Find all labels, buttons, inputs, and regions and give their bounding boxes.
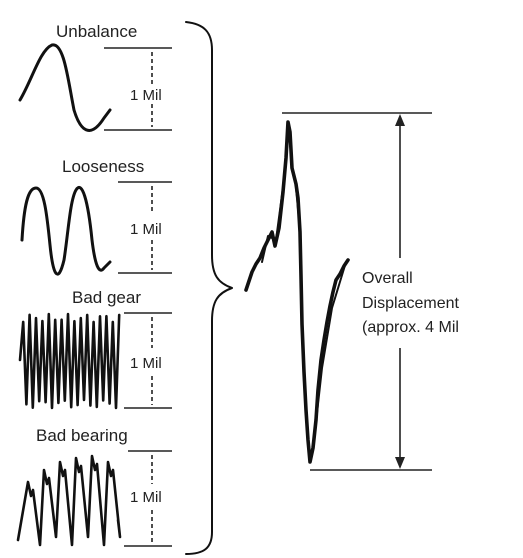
bad-bearing-amplitude: 1 Mil — [130, 489, 162, 506]
overall-label-line2: Displacement — [362, 295, 459, 312]
unbalance-amplitude: 1 Mil — [130, 87, 162, 104]
bad-gear-wave — [18, 312, 121, 410]
bad-bearing-wave — [16, 454, 122, 547]
bad-bearing-title: Bad bearing — [36, 426, 128, 445]
looseness-title: Looseness — [62, 157, 144, 176]
panel-looseness: Looseness 1 Mil — [20, 157, 172, 276]
panel-bad-bearing: Bad bearing 1 Mil — [16, 426, 172, 547]
overall-label-line3: (approx. 4 Mil — [362, 319, 459, 336]
summation-brace — [185, 21, 233, 555]
overall-composite-wave-echo — [261, 137, 347, 441]
overall-label-line1: Overall — [362, 270, 413, 287]
panel-bad-gear: Bad gear 1 Mil — [18, 288, 172, 410]
overall-arrow-down — [395, 457, 405, 469]
bad-gear-amplitude: 1 Mil — [130, 355, 162, 372]
overall-panel: Overall Displacement (approx. 4 Mil — [244, 112, 459, 471]
looseness-wave — [20, 186, 112, 276]
overall-arrow-up — [395, 114, 405, 126]
bad-gear-title: Bad gear — [72, 288, 141, 307]
panel-unbalance: Unbalance 1 Mil — [18, 22, 172, 132]
looseness-amplitude: 1 Mil — [130, 221, 162, 238]
overall-composite-wave — [244, 120, 350, 464]
unbalance-wave — [18, 43, 112, 132]
unbalance-title: Unbalance — [56, 22, 137, 41]
